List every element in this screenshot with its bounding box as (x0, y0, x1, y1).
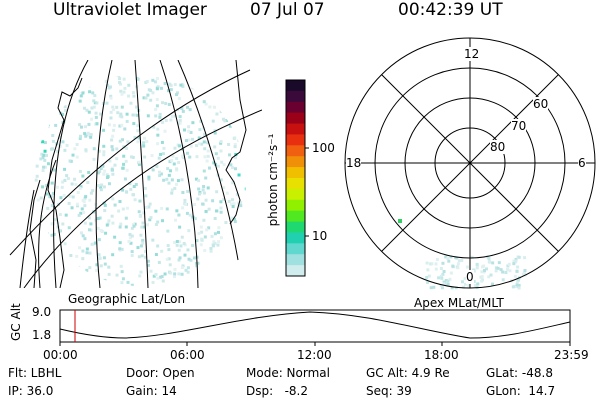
lat-lon-grid (9, 60, 262, 288)
status-glon: GLon: 14.7 (486, 384, 556, 398)
status-glat: GLat: -48.8 (486, 366, 553, 380)
date-label: 07 Jul 07 (250, 0, 325, 20)
mlat-label-80: 80 (490, 140, 506, 154)
colorbar-tick-100: 100 (312, 141, 335, 155)
timeline-axis-label: GC Alt (9, 303, 23, 341)
mlt-label-6: 6 (578, 156, 586, 170)
mlt-label-0: 0 (466, 270, 474, 284)
status-seq: Seq: 39 (366, 384, 412, 398)
timeline-xtick-1800: 18:00 (424, 348, 459, 362)
mlt-label-12: 12 (464, 47, 480, 61)
status-gc-alt: GC Alt: 4.9 Re (366, 366, 450, 380)
status-ip: IP: 36.0 (8, 384, 54, 398)
colorbar-tick-10: 10 (312, 229, 328, 243)
status-gain: Gain: 14 (126, 384, 177, 398)
status-filter: Flt: LBHL (8, 366, 62, 380)
mlat-label-60: 60 (533, 97, 549, 111)
colorbar-gradient (286, 80, 305, 277)
altitude-curve (59, 311, 571, 339)
mlat-label-70: 70 (511, 119, 527, 133)
status-door: Door: Open (126, 366, 195, 380)
coastline (29, 60, 247, 288)
status-dsp: Dsp: -8.2 (246, 384, 309, 398)
timeline-xtick-0000: 00:00 (43, 348, 78, 362)
instrument-title: Ultraviolet Imager (53, 0, 207, 20)
time-label: 00:42:39 UT (398, 0, 503, 20)
timeline-ytick-low: 1.8 (32, 328, 52, 342)
polar-grid (344, 37, 596, 289)
timeline-xtick-2359: 23:59 (554, 348, 589, 362)
status-mode: Mode: Normal (246, 366, 330, 380)
timeline-tick-marks (59, 342, 571, 346)
left-panel-caption: Geographic Lat/Lon (68, 292, 185, 306)
right-panel-caption: Apex MLat/MLT (414, 296, 504, 310)
mlt-label-18: 18 (346, 156, 362, 170)
timeline-ytick-high: 9.0 (32, 305, 52, 319)
colorbar-tick-marks (305, 147, 309, 237)
header: Ultraviolet Imager 07 Jul 07 00:42:39 UT (0, 0, 600, 24)
timeline-xtick-1200: 12:00 (297, 348, 332, 362)
timeline-xtick-0600: 06:00 (170, 348, 205, 362)
